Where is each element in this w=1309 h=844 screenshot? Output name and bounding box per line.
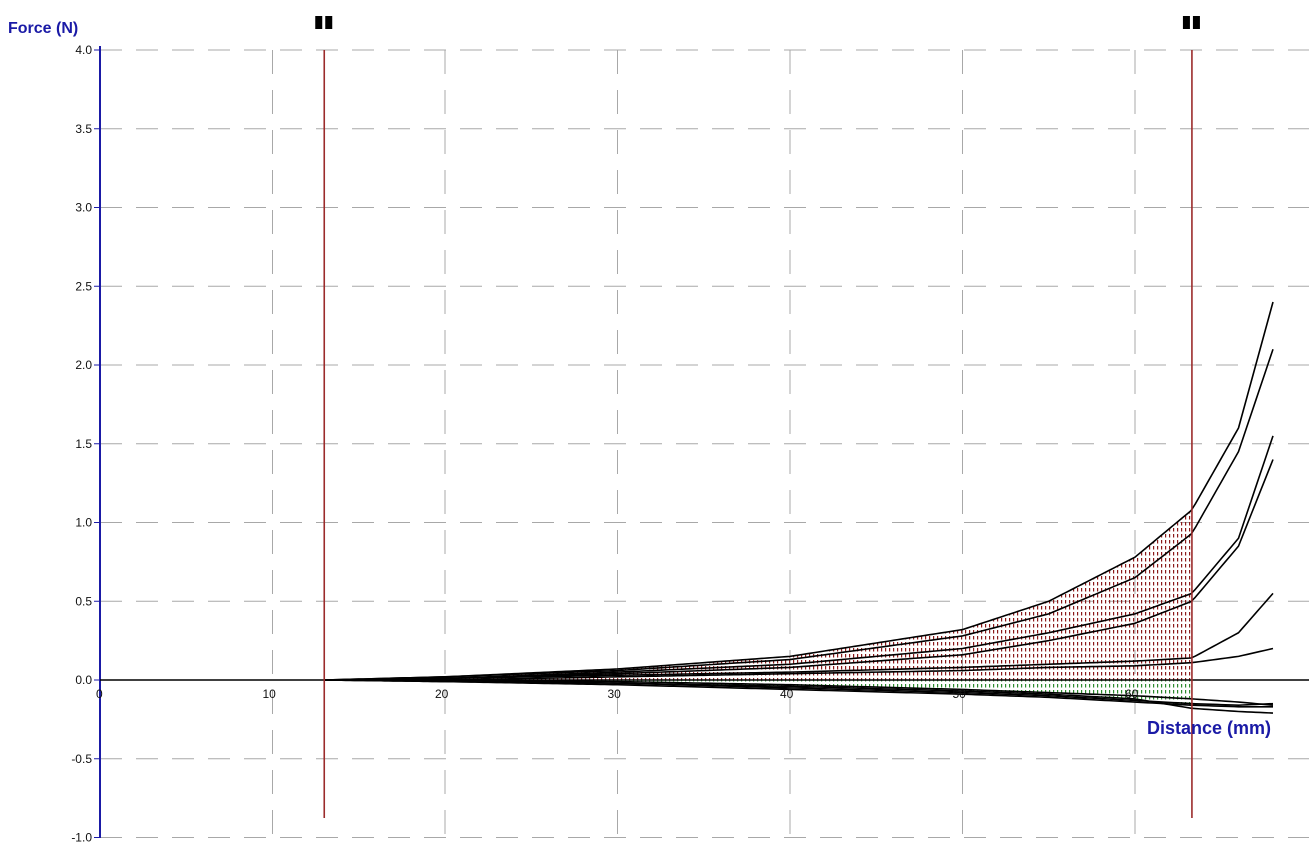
marker-handle-left-2 [1182,16,1190,29]
y-tick-label: 4.0 [75,43,92,57]
series-group [324,301,1274,714]
series-line-5 [324,592,1274,681]
marker-handle-left-1 [315,16,323,29]
y-tick-label: 1.0 [75,516,92,530]
y-tick-label: 2.0 [75,358,92,372]
marker-handle-right-1 [325,16,333,29]
cursor-markers [315,16,1200,818]
shaded-area [324,510,1192,709]
y-tick-label: 1.5 [75,437,92,451]
series-line-2 [324,348,1274,681]
series-line-8 [324,679,1274,706]
x-axis-label: Distance (mm) [1147,718,1271,738]
y-tick-label: 2.5 [75,279,92,293]
y-tick-label: 3.5 [75,122,92,136]
x-tick-label: 60 [1125,687,1139,701]
y-tick-label: 0.0 [75,673,92,687]
shaded-area-negative [324,680,1192,709]
x-tick-labels: 0 10 20 30 40 50 60 [96,687,1139,701]
x-tick-label: 10 [263,687,277,701]
y-tick-label: -1.0 [71,831,92,844]
y-axis-label: Force (N) [8,20,78,37]
x-tick-label: 20 [435,687,449,701]
y-tick-label: 0.5 [75,594,92,608]
x-tick-label: 50 [953,687,967,701]
axes [99,46,1309,838]
x-tick-label: 40 [780,687,794,701]
shaded-area-positive [324,510,1192,680]
marker-handle-right-2 [1192,16,1200,29]
x-tick-label: 30 [608,687,622,701]
y-tick-label: -0.5 [71,752,92,766]
x-tick-label: 0 [96,687,103,701]
y-tick-label: 3.0 [75,201,92,215]
grid [100,49,1309,838]
y-tick-labels: -1.0 -0.5 0.0 0.5 1.0 1.5 2.0 2.5 3.0 3.5 4.0 [71,43,100,844]
